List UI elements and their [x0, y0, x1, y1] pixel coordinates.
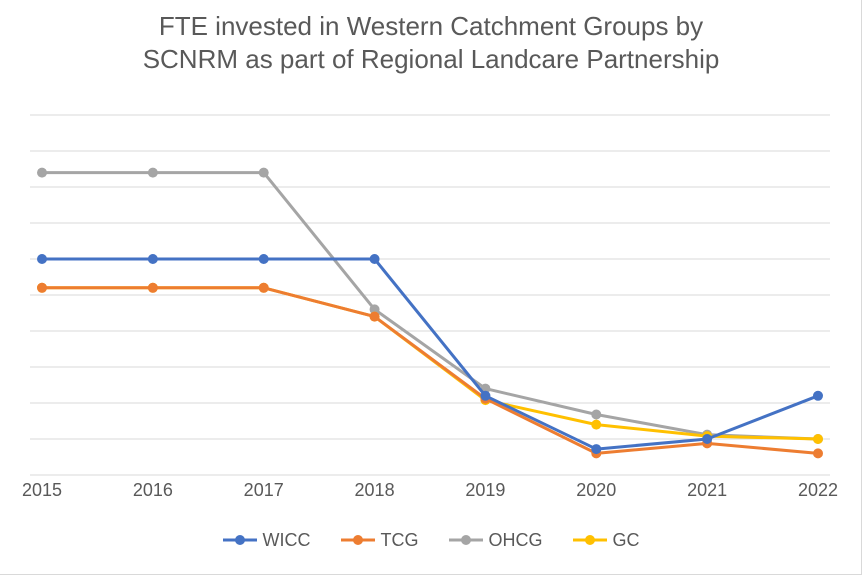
series-marker-wicc	[370, 254, 380, 264]
legend-label-wicc: WICC	[263, 530, 311, 551]
series-marker-tcg	[148, 283, 158, 293]
series-gc	[37, 283, 823, 444]
series-marker-tcg	[370, 312, 380, 322]
x-axis-label: 2016	[133, 480, 173, 501]
series-marker-tcg	[813, 448, 823, 458]
legend-label-tcg: TCG	[381, 530, 419, 551]
x-axis-label: 2018	[355, 480, 395, 501]
x-axis-labels: 20152016201720182019202020212022	[30, 480, 830, 510]
series-marker-wicc	[148, 254, 158, 264]
series-marker-ohcg	[148, 168, 158, 178]
plot-area	[30, 115, 830, 475]
series-marker-gc	[591, 420, 601, 430]
series-marker-wicc	[37, 254, 47, 264]
legend-swatch-wicc	[223, 533, 257, 547]
chart-title-line-2: SCNRM as part of Regional Landcare Partn…	[60, 43, 802, 76]
series-marker-tcg	[259, 283, 269, 293]
x-axis-label: 2021	[687, 480, 727, 501]
series-marker-ohcg	[259, 168, 269, 178]
legend-item-gc: GC	[573, 530, 640, 551]
series-line-gc	[42, 288, 818, 439]
legend-item-ohcg: OHCG	[449, 530, 543, 551]
x-axis-label: 2022	[798, 480, 838, 501]
legend-item-wicc: WICC	[223, 530, 311, 551]
legend-swatch-ohcg	[449, 533, 483, 547]
series-marker-wicc	[591, 444, 601, 454]
series-marker-ohcg	[591, 410, 601, 420]
series-marker-gc	[813, 434, 823, 444]
series-marker-ohcg	[37, 168, 47, 178]
x-axis-label: 2017	[244, 480, 284, 501]
series-marker-wicc	[702, 434, 712, 444]
legend-label-gc: GC	[613, 530, 640, 551]
series-marker-tcg	[37, 283, 47, 293]
legend-label-ohcg: OHCG	[489, 530, 543, 551]
series-marker-wicc	[480, 391, 490, 401]
chart-title-line-1: FTE invested in Western Catchment Groups…	[60, 10, 802, 43]
series-line-tcg	[42, 288, 818, 454]
legend-swatch-tcg	[341, 533, 375, 547]
chart-container: FTE invested in Western Catchment Groups…	[0, 0, 862, 575]
series-line-ohcg	[42, 173, 818, 439]
x-axis-label: 2015	[22, 480, 62, 501]
chart-title: FTE invested in Western Catchment Groups…	[60, 10, 802, 75]
series-marker-wicc	[259, 254, 269, 264]
x-axis-label: 2019	[465, 480, 505, 501]
chart-svg	[30, 115, 830, 475]
legend-swatch-gc	[573, 533, 607, 547]
x-axis-label: 2020	[576, 480, 616, 501]
series-marker-wicc	[813, 391, 823, 401]
legend: WICC TCG OHCG GC	[0, 520, 862, 560]
legend-item-tcg: TCG	[341, 530, 419, 551]
